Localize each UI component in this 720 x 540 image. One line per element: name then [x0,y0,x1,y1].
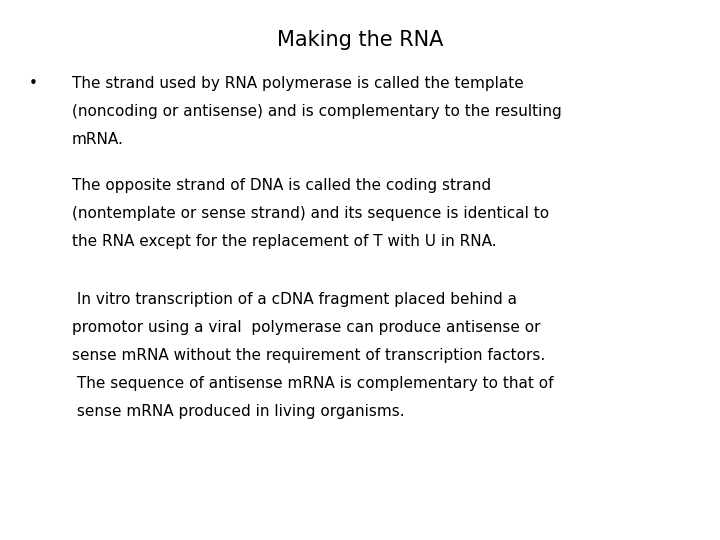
Text: mRNA.: mRNA. [72,132,124,147]
Text: promotor using a viral  polymerase can produce antisense or: promotor using a viral polymerase can pr… [72,320,541,335]
Text: •: • [29,76,37,91]
Text: The sequence of antisense mRNA is complementary to that of: The sequence of antisense mRNA is comple… [72,376,554,391]
Text: The opposite strand of DNA is called the coding strand: The opposite strand of DNA is called the… [72,178,491,193]
Text: (noncoding or antisense) and is complementary to the resulting: (noncoding or antisense) and is compleme… [72,104,562,119]
Text: sense mRNA produced in living organisms.: sense mRNA produced in living organisms. [72,404,405,419]
Text: In vitro transcription of a cDNA fragment placed behind a: In vitro transcription of a cDNA fragmen… [72,292,517,307]
Text: the RNA except for the replacement of T with U in RNA.: the RNA except for the replacement of T … [72,234,497,249]
Text: sense mRNA without the requirement of transcription factors.: sense mRNA without the requirement of tr… [72,348,545,363]
Text: (nontemplate or sense strand) and its sequence is identical to: (nontemplate or sense strand) and its se… [72,206,549,221]
Text: The strand used by RNA polymerase is called the template: The strand used by RNA polymerase is cal… [72,76,523,91]
Text: Making the RNA: Making the RNA [276,30,444,50]
